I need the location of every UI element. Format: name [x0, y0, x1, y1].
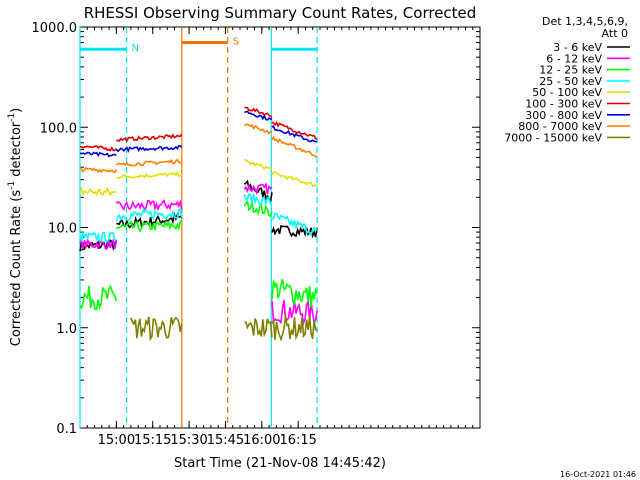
legend-header: Det 1,3,4,5,6,9,	[542, 15, 628, 28]
series-line	[79, 166, 118, 174]
axis-ticks: 0.1 1.0 10.0 100.0 1000.0 15:0015:1515:3015:4…	[32, 21, 480, 448]
x-tick-label: 16:00	[243, 433, 280, 448]
x-tick-label: 15:15	[134, 433, 171, 448]
series-line	[115, 208, 183, 222]
mode-bar-label: N	[132, 43, 139, 54]
series-line	[271, 121, 318, 140]
series-line	[79, 236, 118, 251]
legend-entry-label: 3 - 6 keV	[553, 41, 602, 54]
series-line	[79, 229, 117, 243]
series-line	[271, 225, 318, 239]
legend-entry-label: 7000 - 15000 keV	[504, 131, 602, 144]
legend-entry-label: 25 - 50 keV	[539, 75, 602, 88]
series-line	[244, 110, 273, 121]
series-line	[271, 212, 318, 237]
x-tick-label: 16:15	[279, 433, 316, 448]
series-line	[115, 219, 183, 233]
mode-bar-label: S	[233, 37, 239, 48]
y-tick-label: 100.0	[40, 121, 77, 136]
data-series: NS	[79, 27, 318, 428]
series-line	[243, 123, 273, 135]
y-tick-label: 1.0	[56, 322, 77, 337]
series-line	[271, 171, 318, 188]
footer-timestamp: 16-Oct-2021 01:46	[560, 470, 636, 479]
x-tick-label: 15:45	[207, 433, 244, 448]
series-line	[116, 133, 183, 143]
series-line	[243, 200, 273, 218]
series-line	[115, 158, 183, 167]
x-tick-label: 15:30	[170, 433, 207, 448]
series-line	[116, 170, 183, 179]
legend-entry-label: 800 - 7000 keV	[518, 120, 602, 133]
series-line	[271, 135, 318, 158]
x-axis-label: Start Time (21-Nov-08 14:45:42)	[174, 456, 386, 471]
series-line	[115, 198, 183, 212]
legend-header: Att 0	[602, 27, 628, 40]
series-line	[115, 144, 183, 153]
series-line	[243, 182, 273, 196]
series-line	[271, 125, 318, 143]
series-line	[243, 192, 273, 207]
series-line	[244, 159, 273, 171]
chart-title: RHESSI Observing Summary Count Rates, Co…	[84, 4, 477, 22]
y-tick-label: 0.1	[56, 422, 77, 437]
legend-entry-label: 6 - 12 keV	[546, 52, 602, 65]
legend-entry-label: 100 - 300 keV	[525, 98, 602, 111]
legend-entry-label: 12 - 25 keV	[539, 64, 602, 77]
x-tick-label: 15:00	[98, 433, 135, 448]
y-tick-label: 1000.0	[32, 21, 78, 36]
series-line	[271, 278, 318, 308]
series-line	[244, 106, 273, 119]
y-tick-label: 10.0	[48, 222, 77, 237]
series-line	[271, 315, 318, 342]
series-line	[79, 151, 117, 158]
series-line	[79, 145, 117, 152]
legend-entry-label: 300 - 800 keV	[525, 109, 602, 122]
y-axis-label: Corrected Count Rate (s-1 detector-1)	[7, 108, 24, 346]
series-line	[79, 186, 117, 197]
legend-entry-label: 50 - 100 keV	[532, 86, 602, 99]
series-line	[130, 316, 183, 342]
series-line	[244, 318, 273, 338]
series-line	[79, 284, 118, 311]
